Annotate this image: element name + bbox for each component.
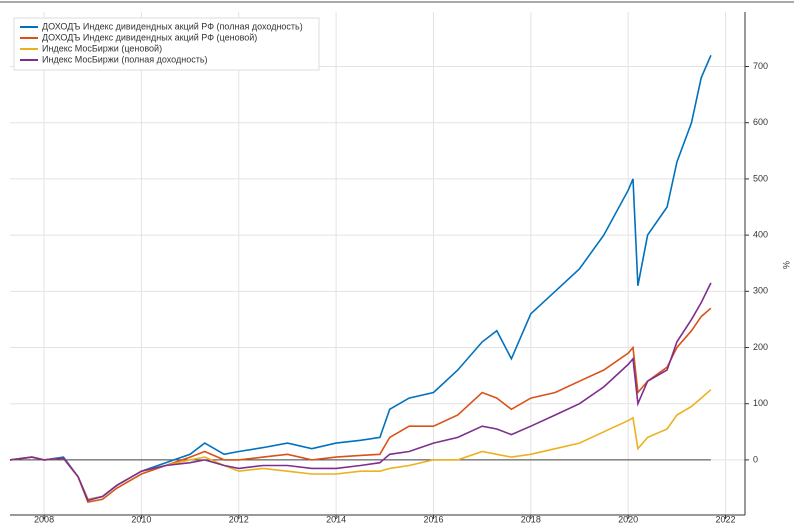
y-axis-label: % [781,261,791,269]
legend-label: ДОХОДЪ Индекс дивидендных акций РФ (цено… [42,32,257,42]
legend: ДОХОДЪ Индекс дивидендных акций РФ (полн… [13,17,320,71]
x-tick-label: 2018 [521,514,541,524]
x-tick-label: 2016 [423,514,443,524]
y-tick-label: 100 [753,398,768,408]
series-line [9,54,712,501]
x-tick-label: 2022 [716,514,736,524]
legend-label: Индекс МосБиржи (ценовой) [42,43,162,53]
legend-label: ДОХОДЪ Индекс дивидендных акций РФ (полн… [42,21,303,31]
y-tick-label: 0 [753,454,758,464]
legend-label: Индекс МосБиржи (полная доходность) [42,54,208,64]
x-tick-label: 2010 [131,514,151,524]
x-tick-label: 2014 [326,514,346,524]
series-line [9,282,712,502]
y-tick-label: 500 [753,173,768,183]
y-tick-label: 400 [753,229,768,239]
y-tick-label: 600 [753,117,768,127]
series-line [9,389,712,501]
y-tick-label: 300 [753,286,768,296]
x-tick-label: 2012 [229,514,249,524]
series-line [9,307,712,504]
y-tick-label: 200 [753,342,768,352]
x-tick-label: 2008 [34,514,54,524]
legend-box [13,17,320,71]
x-tick-label: 2020 [618,514,638,524]
y-tick-label: 700 [753,61,768,71]
